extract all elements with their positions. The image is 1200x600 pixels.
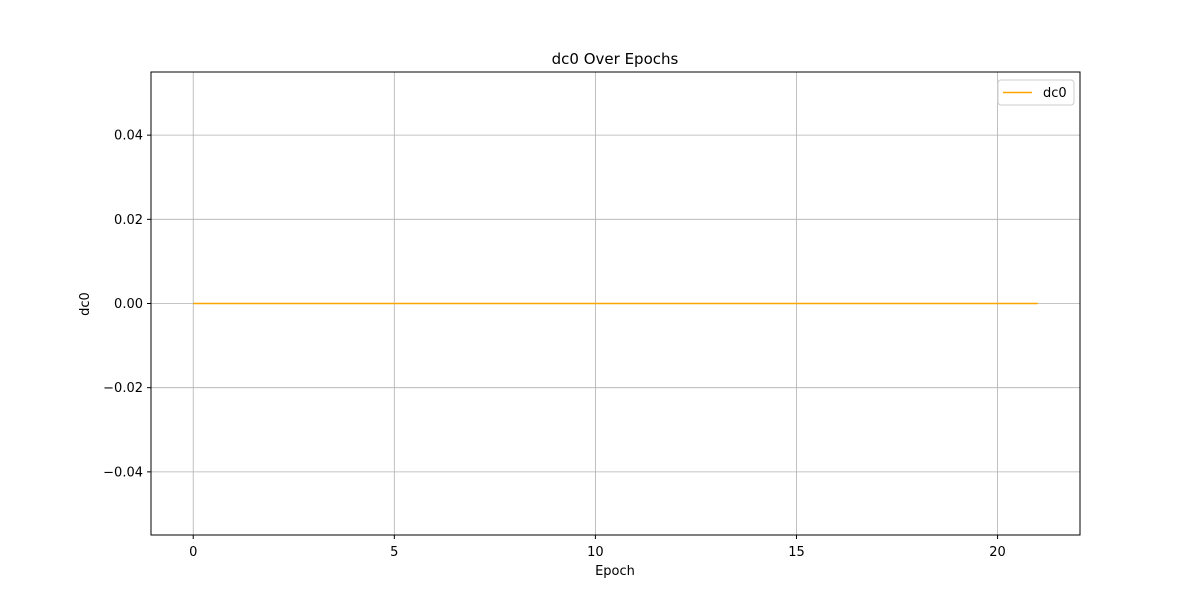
y-tick-label: −0.02 <box>103 381 143 396</box>
axes: 0 5 10 15 20 −0.04 −0.02 0.00 0.02 0.04 <box>103 71 1081 560</box>
y-tick-label: 0.04 <box>114 129 143 144</box>
y-tick-label: −0.04 <box>103 465 143 480</box>
chart-title: dc0 Over Epochs <box>552 50 679 68</box>
y-axis-title: dc0 <box>78 292 93 316</box>
x-tick-label: 10 <box>587 545 604 560</box>
legend: dc0 <box>997 79 1075 106</box>
x-tick-label: 20 <box>989 545 1006 560</box>
y-tick-label: 0.02 <box>114 213 143 228</box>
x-tick-label: 15 <box>788 545 805 560</box>
x-tick-label: 0 <box>189 545 197 560</box>
legend-label: dc0 <box>1043 86 1067 101</box>
x-tick-label: 5 <box>390 545 398 560</box>
legend-box <box>997 79 1075 106</box>
x-axis-title: Epoch <box>595 564 635 579</box>
y-tick-label: 0.00 <box>114 297 143 312</box>
